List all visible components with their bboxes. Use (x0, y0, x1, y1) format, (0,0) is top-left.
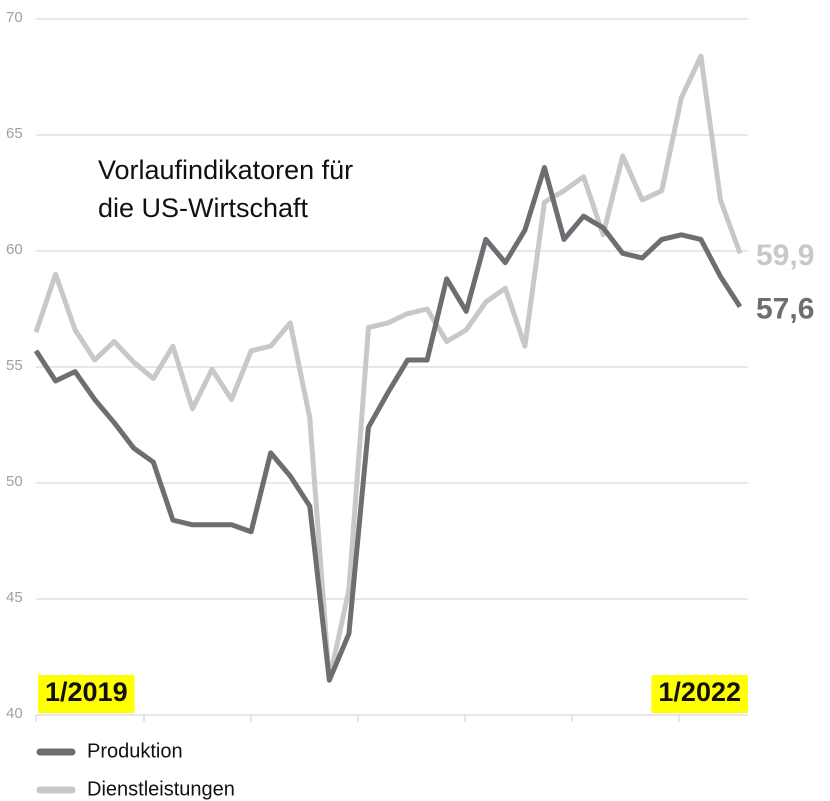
series-line (33, 53, 743, 683)
label-highlight (38, 675, 135, 713)
end-value-label: 57,6 (756, 293, 814, 326)
x-category-label: 1/2019 (38, 675, 135, 713)
y-tick-label: 55 (6, 357, 23, 374)
x-tick-label: 1/2019 (45, 677, 128, 707)
x-axis-ticks (35, 715, 680, 722)
y-tick-label: 40 (6, 705, 23, 722)
y-tick-label: 50 (6, 473, 23, 490)
y-tick-label: 65 (6, 125, 23, 142)
legend-label: Dienstleistungen (87, 778, 235, 800)
x-tick-label: 1/2022 (658, 677, 741, 707)
y-tick-label: 60 (6, 241, 23, 258)
y-tick-label: 70 (6, 9, 23, 26)
series-line (33, 164, 743, 683)
x-category-label: 1/2022 (651, 675, 748, 713)
end-value-label: 59,9 (756, 239, 814, 272)
y-tick-label: 45 (6, 589, 23, 606)
legend-label: Produktion (87, 740, 183, 762)
label-highlight (651, 675, 748, 713)
chart-title: Vorlaufindikatoren für die US-Wirtschaft (98, 155, 353, 223)
